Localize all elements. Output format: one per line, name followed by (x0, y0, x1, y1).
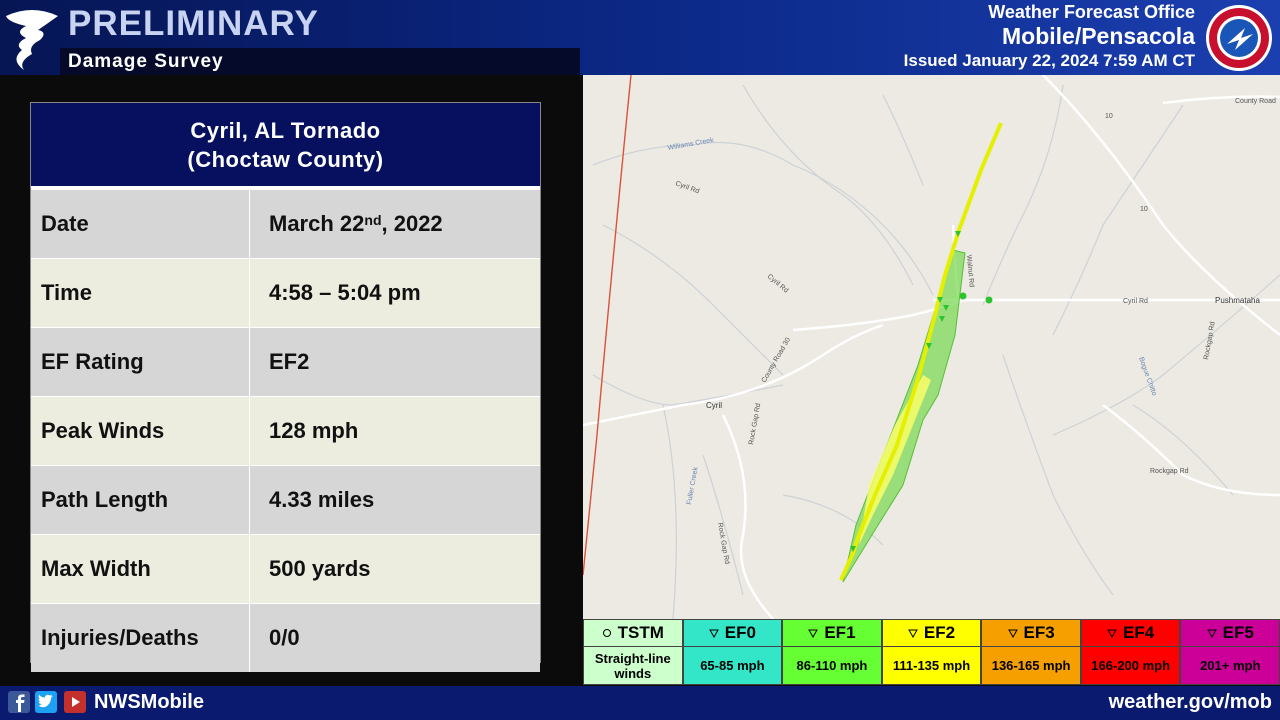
legend-entry: EF4 166-200 mph (1080, 619, 1181, 685)
map-label: Cyril Rd (1123, 298, 1148, 305)
legend-name: EF4 (1123, 623, 1155, 642)
row-label: Date (31, 190, 250, 258)
ef-symbol (908, 629, 918, 638)
table-row: EF Rating EF2 (31, 327, 540, 396)
table-row: Peak Winds 128 mph (31, 396, 540, 465)
legend-name-cell: EF3 (982, 620, 1080, 647)
value-part: EF2 (269, 349, 310, 374)
legend-name-cell: TSTM (584, 620, 682, 647)
legend-name-cell: EF5 (1181, 620, 1280, 647)
legend-desc: 136-165 mph (982, 647, 1080, 684)
ef-symbol (1007, 629, 1018, 638)
legend-name: EF1 (824, 623, 856, 642)
table-row: Injuries/Deaths 0/0 (31, 603, 540, 672)
ef-symbol (708, 629, 719, 638)
website: weather.gov/mob (1108, 691, 1272, 713)
map-label: Cyril (706, 401, 722, 410)
row-value: 500 yards (250, 535, 540, 603)
value-part: 4.33 miles (269, 487, 375, 512)
value-part: , 2022 (381, 211, 443, 236)
map-label: Rockgap Rd (1150, 468, 1189, 475)
value-part: 128 mph (269, 418, 359, 443)
legend-name: EF0 (724, 623, 756, 642)
value-part: 0/0 (269, 625, 300, 650)
value-part: 500 yards (269, 556, 371, 581)
legend-desc: 86-110 mph (783, 647, 881, 684)
legend-entry: TSTM Straight-line winds (583, 619, 683, 685)
legend-entry: EF0 65-85 mph (682, 619, 783, 685)
row-label: Injuries/Deaths (31, 604, 250, 672)
legend-name-cell: EF2 (882, 620, 981, 647)
table-row: Time 4:58 – 5:04 pm (31, 258, 540, 327)
ef-legend: TSTM Straight-line winds EF0 65-85 mph EF1 86… (583, 619, 1280, 685)
tstm-symbol (602, 629, 611, 637)
footer: NWSMobile weather.gov/mob (0, 686, 1280, 720)
value-part: 4:58 – 5:04 pm (269, 280, 421, 305)
table-row: Max Width 500 yards (31, 534, 540, 603)
legend-name: EF2 (923, 623, 956, 642)
nws-logo (1206, 5, 1272, 71)
row-value: EF2 (250, 328, 540, 396)
row-value: 4.33 miles (250, 466, 540, 534)
row-label: Peak Winds (31, 397, 250, 465)
row-label: EF Rating (31, 328, 250, 396)
tornado-logo (6, 10, 58, 70)
subtitle-bar (60, 48, 580, 75)
ef-symbol (1107, 629, 1117, 638)
title-line: (Choctaw County) (187, 146, 384, 172)
value-part: nd (364, 212, 382, 228)
map: County Road 10 10 Williams Creek Cyril R… (583, 75, 1280, 619)
legend-desc: 166-200 mph (1081, 647, 1180, 684)
ef-symbol (1206, 629, 1217, 638)
value-part: March 22 (269, 211, 365, 236)
summary-table: Cyril, AL Tornado (Choctaw County) Date Ma… (30, 102, 541, 672)
legend-entry: EF5 201+ mph (1180, 619, 1280, 685)
location: Mobile/Pensacola (1001, 23, 1195, 49)
table-row: Path Length 4.33 miles (31, 465, 540, 534)
legend-name: EF3 (1023, 623, 1055, 642)
map-label: 10 (1105, 113, 1113, 120)
table-title: Cyril, AL Tornado (Choctaw County) (31, 103, 540, 189)
legend-name-cell: EF0 (683, 620, 782, 647)
map-label: 10 (1140, 206, 1148, 213)
social-handle: NWSMobile (94, 691, 204, 713)
title-line: Cyril, AL Tornado (190, 117, 381, 143)
issued: Issued January 22, 2024 7:59 AM CT (903, 51, 1195, 70)
social-icons (8, 691, 86, 713)
legend-desc: 65-85 mph (683, 647, 782, 684)
row-value: 128 mph (250, 397, 540, 465)
row-label: Path Length (31, 466, 250, 534)
row-label: Max Width (31, 535, 250, 603)
office: Weather Forecast Office (988, 2, 1195, 22)
legend-entry: EF1 86-110 mph (782, 619, 882, 685)
legend-name: EF5 (1222, 623, 1254, 642)
row-value: 4:58 – 5:04 pm (250, 259, 540, 327)
map-label: Pushmataha (1215, 296, 1260, 305)
legend-name: TSTM (617, 623, 664, 642)
row-value: 0/0 (250, 604, 540, 672)
legend-entry: EF3 136-165 mph (981, 619, 1081, 685)
legend-name-cell: EF4 (1081, 620, 1180, 647)
legend-name-cell: EF1 (783, 620, 881, 647)
legend-entry: EF2 111-135 mph (881, 619, 982, 685)
subtitle: Damage Survey (68, 51, 224, 72)
map-label: County Road (1235, 98, 1276, 105)
legend-desc: 111-135 mph (882, 647, 981, 684)
ef-symbol (808, 629, 819, 638)
legend-desc: Straight-line winds (584, 647, 682, 684)
title: PRELIMINARY (68, 4, 319, 43)
legend-desc: 201+ mph (1181, 647, 1280, 684)
row-label: Time (31, 259, 250, 327)
map-label: Walnut Rd (965, 255, 975, 288)
